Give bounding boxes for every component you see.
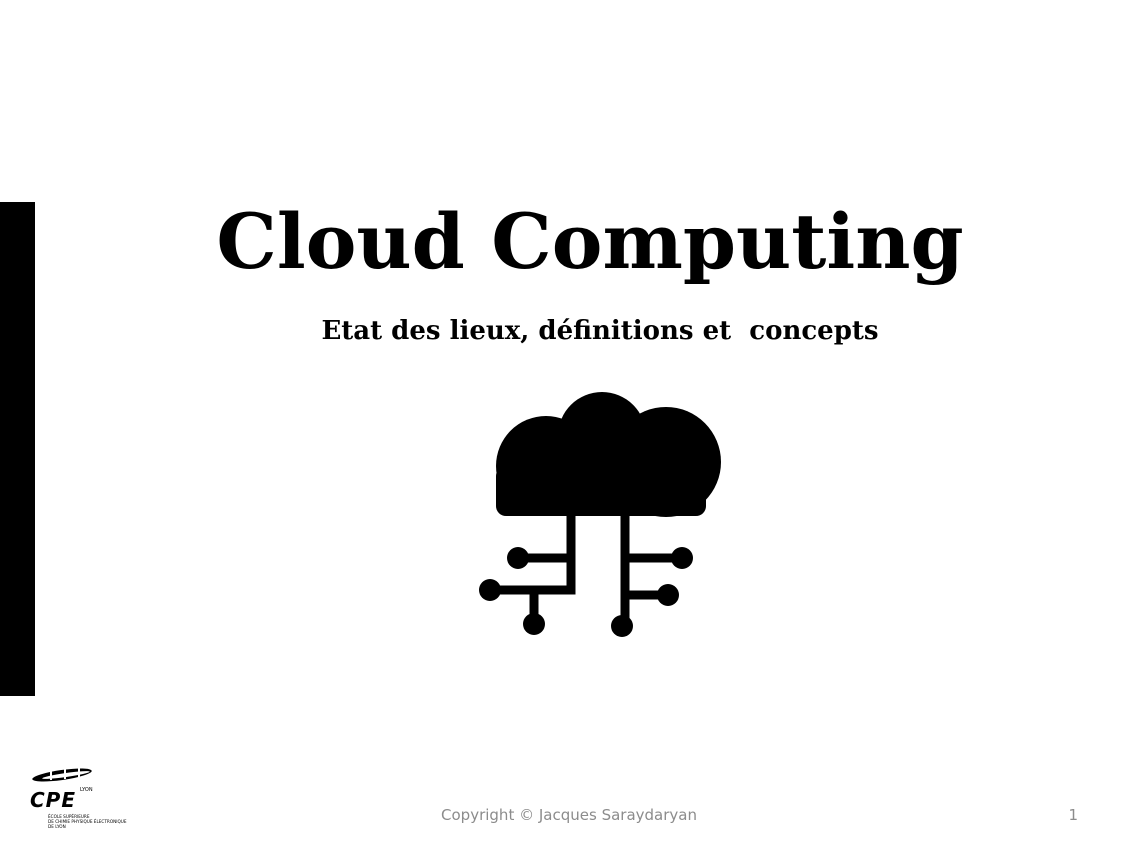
logo-name: CPE bbox=[30, 788, 76, 812]
school-logo: CPE LYON ÉCOLE SUPÉRIEURE DE CHIMIE PHYS… bbox=[28, 766, 128, 836]
logo-line: ÉCOLE SUPÉRIEURE bbox=[48, 814, 90, 819]
logo-swoosh-icon bbox=[32, 768, 92, 782]
circuit-nodes bbox=[479, 547, 693, 637]
accent-bar bbox=[0, 202, 35, 696]
slide-title: Cloud Computing bbox=[216, 197, 964, 286]
logo-city: LYON bbox=[80, 787, 93, 793]
page-number: 1 bbox=[1068, 806, 1078, 824]
cloud-network-icon bbox=[479, 392, 721, 637]
footer-copyright: Copyright © Jacques Saraydaryan bbox=[441, 806, 697, 824]
cloud-shape bbox=[496, 392, 721, 517]
logo-line: DE CHIMIE PHYSIQUE ÉLECTRONIQUE bbox=[48, 819, 127, 824]
logo-school-lines: ÉCOLE SUPÉRIEURE DE CHIMIE PHYSIQUE ÉLEC… bbox=[48, 814, 126, 829]
logo-line: DE LYON bbox=[48, 824, 66, 829]
slide-subtitle: Etat des lieux, définitions et concepts bbox=[321, 316, 879, 346]
